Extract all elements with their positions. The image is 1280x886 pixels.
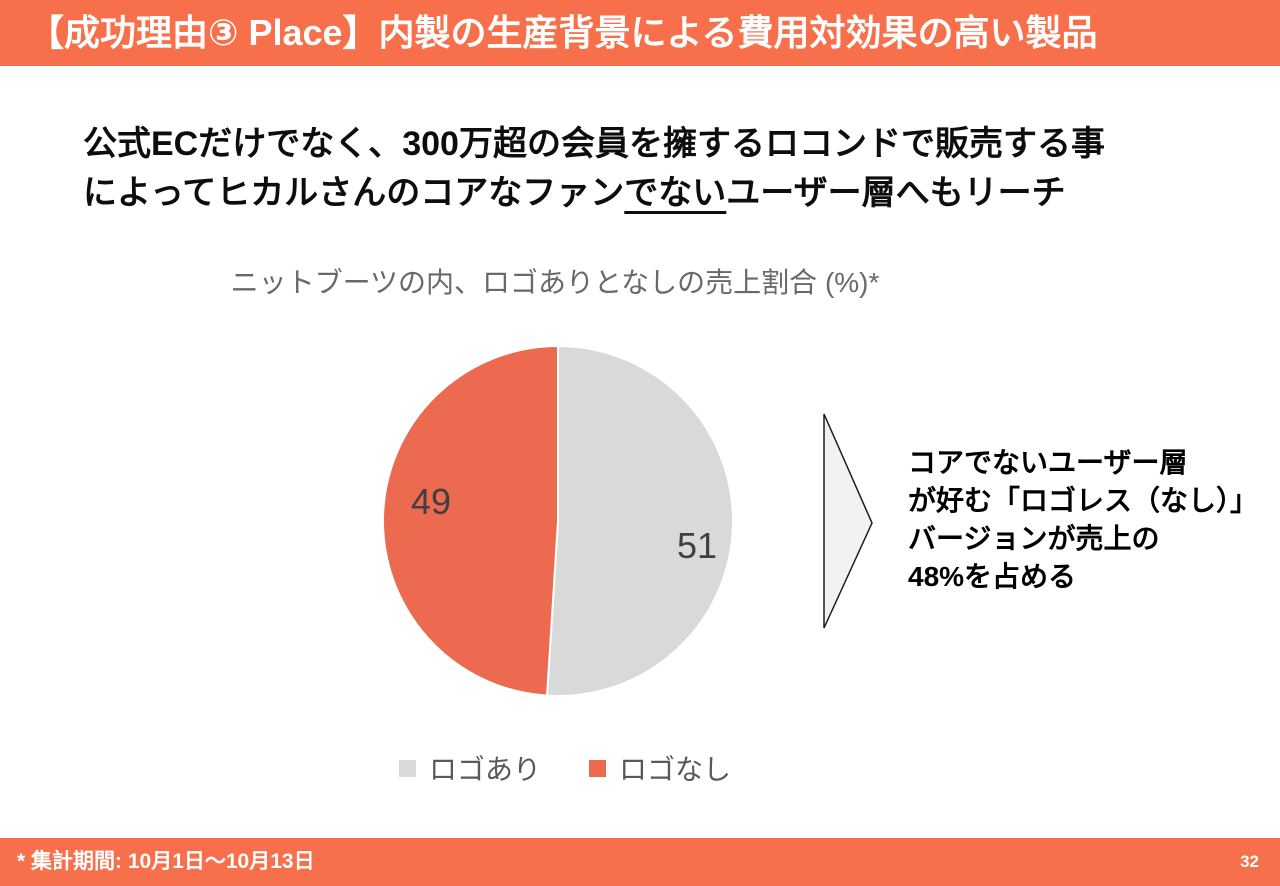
callout-text: コアでないユーザー層 が好む「ロゴレス（なし）」 バージョンが売上の 48%を占… (908, 447, 1259, 592)
headline-underlined-word: でない (624, 174, 727, 212)
chart-title: ニットブーツの内、ロゴありとなしの売上割合 (%)* (230, 267, 880, 298)
headline-line1: 公式ECだけでなく、300万超の会員を擁するロコンドで販売する事 (83, 125, 1105, 163)
chart-legend: ロゴあり ロゴなし (0, 748, 1130, 788)
slide-footer: * 集計期間: 10月1日～10月13日 32 (0, 838, 1280, 886)
pie-label-logo-ari: 51 (677, 525, 717, 566)
pie-label-logo-nashi: 49 (411, 481, 451, 522)
legend-label-logo-ari: ロゴあり (428, 754, 541, 785)
footer-note: * 集計期間: 10月1日～10月13日 (17, 850, 315, 873)
headline-line2-post: ユーザー層へもリーチ (726, 174, 1066, 212)
legend-item-logo-ari: ロゴあり (398, 748, 541, 788)
legend-item-logo-nashi: ロゴなし (589, 748, 731, 788)
legend-label-logo-nashi: ロゴなし (619, 754, 732, 785)
page-number: 32 (1240, 852, 1259, 871)
right-arrow-icon (823, 413, 873, 629)
pie-slices (381, 344, 734, 697)
headline: 公式ECだけでなく、300万超の会員を擁するロコンドで販売する事 によってヒカル… (83, 120, 1223, 218)
headline-line2-pre: によってヒカルさんのコアなファン (83, 174, 625, 212)
slide-header: 【成功理由③ Place】内製の生産背景による費用対効果の高い製品 (0, 0, 1280, 66)
legend-swatch-orange-icon (589, 759, 606, 777)
pie-slice (381, 344, 559, 697)
slide-title: 【成功理由③ Place】内製の生産背景による費用対効果の高い製品 (28, 12, 1098, 53)
pie-slice (545, 344, 734, 697)
legend-swatch-gray-icon (398, 759, 416, 777)
